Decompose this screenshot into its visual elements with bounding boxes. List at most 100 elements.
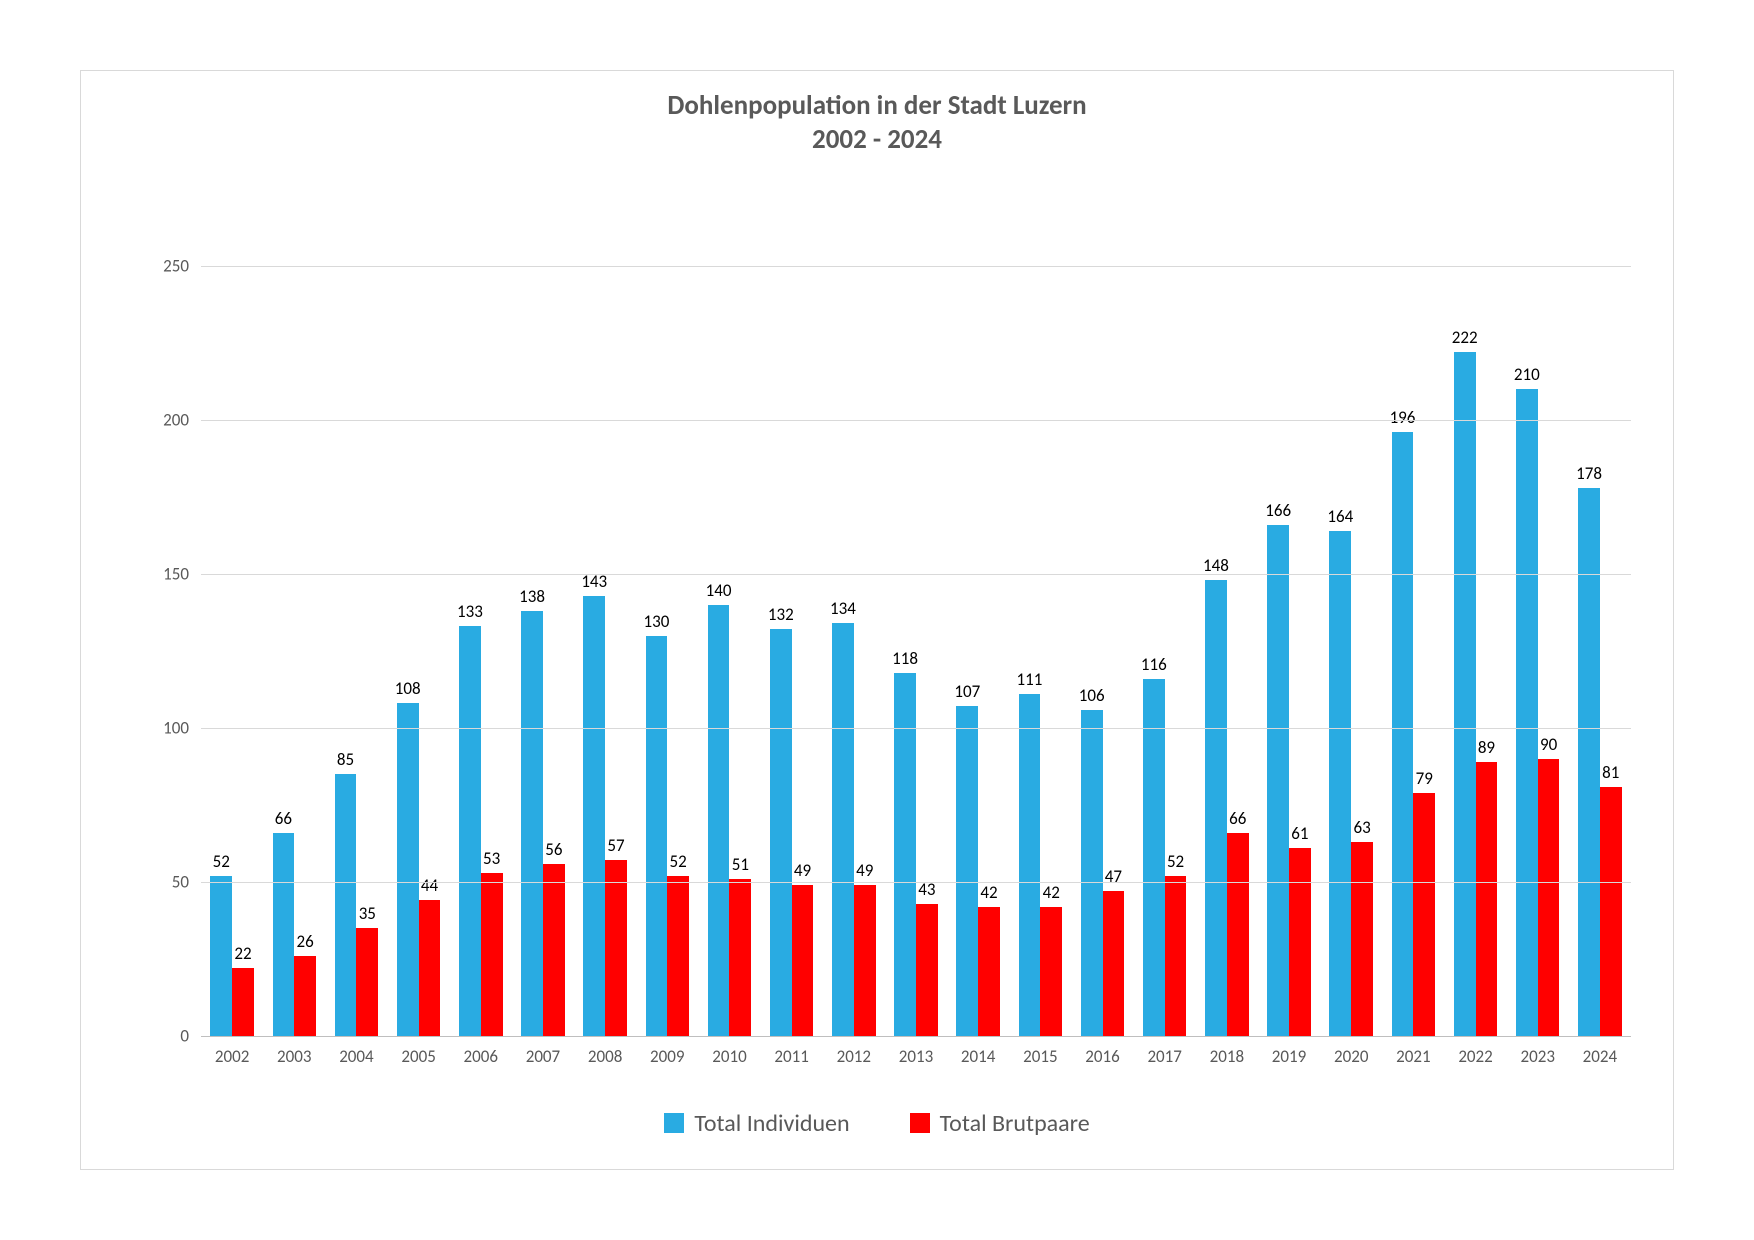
chart-title-block: Dohlenpopulation in der Stadt Luzern 200… — [81, 89, 1673, 157]
bar-value-label: 66 — [275, 808, 292, 829]
y-tick-label: 0 — [81, 1026, 189, 1047]
plot-area: 5222662685351084413353138561435713052140… — [201, 266, 1631, 1036]
x-tick-label: 2021 — [1382, 1046, 1444, 1067]
bar — [1578, 488, 1600, 1036]
gridline — [201, 266, 1631, 267]
bar — [1454, 352, 1476, 1036]
bar — [832, 623, 854, 1036]
bar — [1081, 710, 1103, 1036]
bar-value-label: 140 — [706, 580, 732, 601]
bar — [1103, 891, 1125, 1036]
bar-value-label: 63 — [1353, 817, 1370, 838]
x-tick-label: 2018 — [1196, 1046, 1258, 1067]
x-tick-label: 2002 — [201, 1046, 263, 1067]
bar — [708, 605, 730, 1036]
x-tick-label: 2006 — [450, 1046, 512, 1067]
bar-value-label: 106 — [1079, 685, 1105, 706]
bar — [521, 611, 543, 1036]
bar — [1040, 907, 1062, 1036]
legend-item: Total Brutpaare — [910, 1107, 1090, 1138]
bar-value-label: 210 — [1514, 364, 1540, 385]
bar — [1351, 842, 1373, 1036]
gridline — [201, 1036, 1631, 1037]
bar-value-label: 53 — [483, 848, 500, 869]
bar-value-label: 118 — [892, 648, 918, 669]
x-tick-label: 2013 — [885, 1046, 947, 1067]
gridline — [201, 882, 1631, 883]
x-tick-label: 2017 — [1134, 1046, 1196, 1067]
x-tick-label: 2010 — [698, 1046, 760, 1067]
bar-value-label: 116 — [1141, 654, 1167, 675]
y-tick-label: 200 — [81, 410, 189, 431]
bar — [1600, 787, 1622, 1036]
y-tick-label: 100 — [81, 718, 189, 739]
bar — [1392, 432, 1414, 1036]
bar — [605, 860, 627, 1036]
bar-value-label: 222 — [1452, 327, 1478, 348]
legend-swatch — [910, 1113, 930, 1133]
bar-value-label: 133 — [457, 601, 483, 622]
bar — [854, 885, 876, 1036]
bar-value-label: 52 — [213, 851, 230, 872]
bar — [1413, 793, 1435, 1036]
chart-title-line2: 2002 - 2024 — [81, 123, 1673, 157]
bar-value-label: 66 — [1229, 808, 1246, 829]
bar-value-label: 49 — [794, 860, 811, 881]
bar-value-label: 35 — [359, 903, 376, 924]
bar-value-label: 166 — [1265, 500, 1291, 521]
bar — [978, 907, 1000, 1036]
bar-value-label: 89 — [1478, 737, 1495, 758]
bar-value-label: 164 — [1327, 506, 1353, 527]
bar-value-label: 85 — [337, 749, 354, 770]
x-tick-label: 2019 — [1258, 1046, 1320, 1067]
x-tick-label: 2007 — [512, 1046, 574, 1067]
bar-value-label: 138 — [519, 586, 545, 607]
gridline — [201, 420, 1631, 421]
bar-value-label: 26 — [297, 931, 314, 952]
bar — [397, 703, 419, 1036]
x-tick-label: 2024 — [1569, 1046, 1631, 1067]
bar — [1516, 389, 1538, 1036]
legend: Total Individuen Total Brutpaare — [81, 1106, 1673, 1138]
gridline — [201, 574, 1631, 575]
bar — [667, 876, 689, 1036]
bar — [916, 904, 938, 1036]
bar-value-label: 56 — [545, 839, 562, 860]
bar — [294, 956, 316, 1036]
bar-value-label: 107 — [954, 681, 980, 702]
bar-value-label: 130 — [643, 611, 669, 632]
bar — [792, 885, 814, 1036]
bar — [543, 864, 565, 1036]
gridline — [201, 728, 1631, 729]
x-tick-label: 2020 — [1320, 1046, 1382, 1067]
bar — [232, 968, 254, 1036]
x-tick-label: 2005 — [388, 1046, 450, 1067]
bar-value-label: 44 — [421, 875, 438, 896]
bar — [1289, 848, 1311, 1036]
bar — [1227, 833, 1249, 1036]
x-tick-label: 2022 — [1444, 1046, 1506, 1067]
bar-value-label: 51 — [732, 854, 749, 875]
bar-value-label: 47 — [1105, 866, 1122, 887]
bar — [1205, 580, 1227, 1036]
bar-value-label: 52 — [1167, 851, 1184, 872]
bar-value-label: 134 — [830, 598, 856, 619]
bar-value-label: 79 — [1416, 768, 1433, 789]
bar-value-label: 49 — [856, 860, 873, 881]
bar-value-label: 132 — [768, 604, 794, 625]
x-tick-label: 2012 — [823, 1046, 885, 1067]
x-tick-label: 2014 — [947, 1046, 1009, 1067]
bar — [770, 629, 792, 1036]
x-tick-label: 2023 — [1507, 1046, 1569, 1067]
bar — [1267, 525, 1289, 1036]
bar — [335, 774, 357, 1036]
x-tick-label: 2009 — [636, 1046, 698, 1067]
bar-value-label: 111 — [1017, 669, 1043, 690]
bar — [956, 706, 978, 1036]
x-tick-label: 2011 — [761, 1046, 823, 1067]
bar-value-label: 57 — [607, 835, 624, 856]
legend-item: Total Individuen — [664, 1107, 849, 1138]
bar-value-label: 61 — [1291, 823, 1308, 844]
bar — [583, 596, 605, 1036]
bar — [356, 928, 378, 1036]
